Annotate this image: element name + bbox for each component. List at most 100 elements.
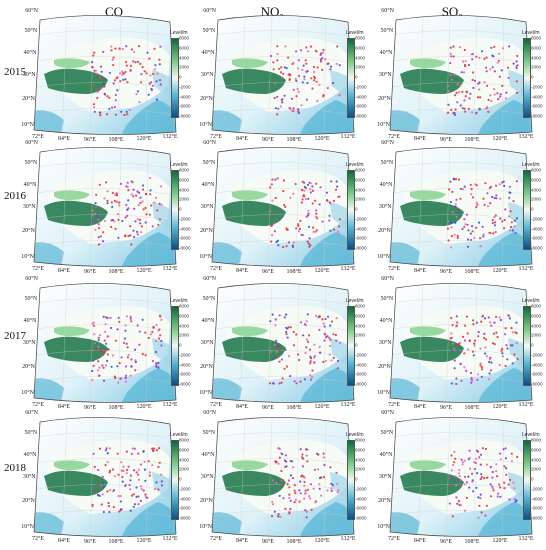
latitude-label: 10°N bbox=[377, 389, 390, 396]
colorbar-tick: -4000 bbox=[355, 94, 367, 99]
map-frame bbox=[211, 15, 355, 135]
latitude-label: 40°N bbox=[380, 317, 393, 324]
longitude-label: 72°E bbox=[32, 265, 44, 272]
longitude-label: 132°E bbox=[340, 133, 355, 140]
colorbar-tick: 2000 bbox=[355, 64, 366, 70]
longitude-label: 84°E bbox=[236, 135, 248, 142]
map-panel-2017-no2: 60°N 50°N 40°N 30°N 20°N 10°N 72°E 84°E 96°E 108°… bbox=[199, 275, 358, 411]
colorbar-tick: 6000 bbox=[531, 45, 542, 51]
colorbar-tick: 2000 bbox=[531, 332, 542, 338]
colorbar-tick: -8000 bbox=[531, 381, 543, 387]
ocean-south-china-sea bbox=[476, 232, 532, 267]
colorbar-tick: 8000 bbox=[531, 167, 542, 173]
elevation-colorbar: Level/m 8000 6000 4000 2000 0 -2000 -4000 -6000 -… bbox=[170, 298, 206, 388]
colorbar-title: Level/m bbox=[170, 298, 188, 304]
map-svg: 60°N 50°N 40°N 30°N 20°N 10°N 72°E 84°E 96°E 108°… bbox=[199, 7, 356, 143]
longitude-label: 132°E bbox=[518, 265, 533, 272]
colorbar-title: Level/m bbox=[346, 298, 364, 304]
colorbar-tick: 4000 bbox=[531, 323, 542, 328]
map-svg: 60°N 50°N 40°N 30°N 20°N 10°N 72°E 84°E 96°E 108°… bbox=[377, 7, 534, 143]
longitude-label: 132°E bbox=[162, 401, 177, 408]
station-markers bbox=[91, 314, 163, 384]
latitude-label: 30°N bbox=[23, 71, 36, 78]
colorbar-tick: 2000 bbox=[355, 466, 366, 472]
colorbar-tick: 0 bbox=[531, 476, 534, 482]
latitude-label: 60°N bbox=[203, 139, 216, 146]
station-markers bbox=[91, 177, 163, 246]
colorbar-tick: 0 bbox=[355, 476, 358, 482]
colorbar-tick: -4000 bbox=[531, 496, 543, 501]
longitude-label: 108°E bbox=[286, 268, 301, 275]
longitude-label: 120°E bbox=[492, 135, 507, 142]
colorbar-tick: 0 bbox=[531, 74, 534, 80]
longitude-label: 84°E bbox=[58, 403, 70, 410]
station-markers bbox=[446, 45, 519, 116]
elevation-colorbar: Level/m 8000 6000 4000 2000 0 -2000 -4000 -6000 -… bbox=[522, 298, 546, 388]
ocean-south-china-sea bbox=[476, 368, 532, 403]
colorbar-tick: 2000 bbox=[179, 332, 190, 338]
map-svg: 60°N 50°N 40°N 30°N 20°N 10°N 72°E 84°E 96°E 108°… bbox=[21, 409, 178, 545]
longitude-label: 84°E bbox=[236, 537, 248, 544]
colorbar-tick: 6000 bbox=[531, 313, 542, 319]
elevation-colorbar: Level/m 8000 6000 4000 2000 0 -2000 -4000 -6000 -… bbox=[170, 432, 206, 522]
longitude-label: 108°E bbox=[108, 268, 123, 275]
latitude-label: 50°N bbox=[24, 429, 37, 436]
latitude-label: 30°N bbox=[201, 473, 214, 480]
latitude-label: 10°N bbox=[377, 253, 390, 260]
longitude-label: 72°E bbox=[388, 265, 400, 272]
colorbar-title: Level/m bbox=[346, 162, 364, 168]
latitude-label: 10°N bbox=[377, 121, 390, 128]
colorbar-tick: 0 bbox=[531, 206, 534, 212]
longitude-label: 132°E bbox=[340, 401, 355, 408]
elevation-colorbar: Level/m 8000 6000 4000 2000 0 -2000 -4000 -6000 -… bbox=[346, 298, 382, 388]
longitude-label: 84°E bbox=[414, 135, 426, 142]
longitude-label: 72°E bbox=[210, 133, 222, 140]
latitude-label: 40°N bbox=[380, 49, 393, 56]
latitude-label: 50°N bbox=[24, 27, 37, 34]
latitude-label: 10°N bbox=[199, 121, 212, 128]
colorbar-tick: 0 bbox=[179, 342, 182, 348]
colorbar-tick: 8000 bbox=[531, 303, 542, 309]
map-panel-2015-so2: 60°N 50°N 40°N 30°N 20°N 10°N 72°E 84°E 96°E 108°… bbox=[377, 7, 536, 143]
latitude-label: 20°N bbox=[378, 95, 391, 102]
latitude-label: 20°N bbox=[22, 95, 35, 102]
latitude-label: 60°N bbox=[381, 409, 394, 416]
elevation-colorbar: Level/m 8000 6000 4000 2000 0 -2000 -4000 -6000 -… bbox=[522, 162, 546, 252]
colorbar-tick: 4000 bbox=[355, 457, 366, 462]
colorbar-tick: -4000 bbox=[531, 94, 543, 99]
colorbar-gradient bbox=[523, 306, 531, 386]
longitude-label: 132°E bbox=[340, 265, 355, 272]
latitude-label: 30°N bbox=[379, 71, 392, 78]
colorbar-tick: 2000 bbox=[179, 466, 190, 472]
colorbar-gradient bbox=[523, 440, 531, 520]
colorbar-tick: -4000 bbox=[355, 226, 367, 231]
colorbar-tick: -8000 bbox=[531, 113, 543, 119]
colorbar-tick: 6000 bbox=[179, 447, 190, 453]
map-panel-2018-so2: 60°N 50°N 40°N 30°N 20°N 10°N 72°E 84°E 96°E 108°… bbox=[377, 409, 536, 545]
colorbar-tick: -2000 bbox=[355, 84, 367, 90]
colorbar-tick: -8000 bbox=[355, 113, 367, 119]
colorbar-tick: 4000 bbox=[531, 55, 542, 60]
ocean-south-china-sea bbox=[120, 502, 176, 537]
longitude-label: 132°E bbox=[162, 535, 177, 542]
colorbar-tick: 4000 bbox=[355, 187, 366, 192]
colorbar-tick: -2000 bbox=[531, 84, 543, 90]
latitude-label: 40°N bbox=[202, 451, 215, 458]
longitude-label: 84°E bbox=[414, 267, 426, 274]
map-frame bbox=[389, 417, 533, 537]
latitude-label: 10°N bbox=[199, 389, 212, 396]
latitude-label: 10°N bbox=[199, 253, 212, 260]
longitude-label: 108°E bbox=[286, 538, 301, 545]
station-markers bbox=[91, 45, 162, 117]
latitude-label: 50°N bbox=[202, 27, 215, 34]
colorbar-tick: 6000 bbox=[179, 45, 190, 51]
map-frame bbox=[389, 283, 533, 403]
map-svg: 60°N 50°N 40°N 30°N 20°N 10°N 72°E 84°E 96°E 108°… bbox=[199, 409, 356, 545]
longitude-label: 120°E bbox=[492, 267, 507, 274]
longitude-label: 72°E bbox=[388, 535, 400, 542]
colorbar-gradient bbox=[171, 306, 179, 386]
latitude-label: 10°N bbox=[377, 523, 390, 530]
colorbar-tick: 6000 bbox=[355, 313, 366, 319]
colorbar-title: Level/m bbox=[522, 162, 540, 168]
latitude-label: 60°N bbox=[25, 275, 38, 282]
